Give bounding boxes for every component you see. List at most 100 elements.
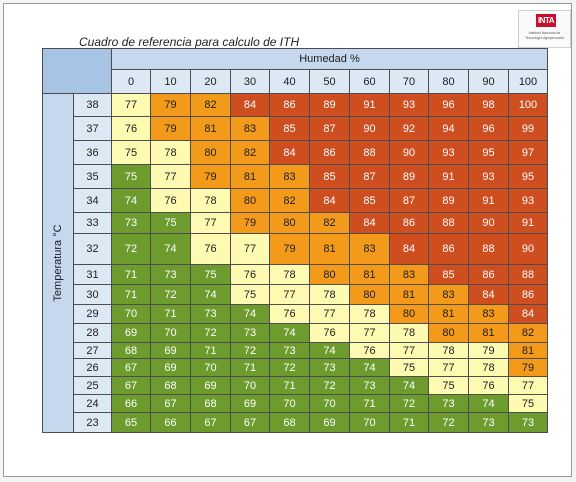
ith-cell: 76	[150, 188, 191, 213]
ith-cell: 91	[508, 212, 548, 234]
temperature-row-37: 37 76 79 81 83 85 87 90 92 94 96 99	[43, 116, 548, 141]
ith-cell: 69	[150, 342, 191, 359]
ith-cell: 70	[111, 304, 151, 324]
ith-cell: 73	[269, 342, 310, 359]
temperature-row-29: 29 70 71 73 74 76 77 78 80 81 83 84	[43, 304, 548, 324]
temperature-header-32: 32	[73, 233, 112, 265]
temperature-row-34: 34 74 76 78 80 82 84 85 87 89 91 93	[43, 188, 548, 213]
ith-cell: 81	[389, 284, 429, 305]
humidity-header-60: 60	[349, 69, 390, 94]
ith-cell: 81	[230, 164, 270, 189]
ith-cell: 93	[468, 164, 509, 189]
table-corner	[42, 48, 112, 94]
temperature-row-31: 31 71 73 75 76 78 80 81 83 85 86 88	[43, 264, 548, 285]
ith-cell: 69	[150, 358, 191, 377]
ith-cell: 78	[190, 188, 231, 213]
temperature-header-34: 34	[73, 188, 112, 213]
ith-cell: 84	[349, 212, 390, 234]
ith-cell: 81	[190, 116, 231, 141]
ith-cell: 78	[269, 264, 310, 285]
ith-cell: 71	[349, 394, 390, 413]
ith-cell: 76	[349, 342, 390, 359]
ith-cell: 81	[428, 304, 469, 324]
ith-cell: 75	[111, 164, 151, 189]
ith-cell: 90	[389, 140, 429, 165]
ith-cell: 86	[389, 212, 429, 234]
inta-logo: INTA Instituto Nacional de Tecnología Ag…	[518, 10, 571, 48]
ith-cell: 75	[150, 212, 191, 234]
ith-cell: 84	[468, 284, 509, 305]
ith-cell: 70	[150, 323, 191, 343]
humidity-header-10: 10	[150, 69, 191, 94]
ith-cell: 75	[111, 140, 151, 165]
ith-cell: 71	[150, 304, 191, 324]
ith-cell: 88	[428, 212, 469, 234]
ith-cell: 95	[508, 164, 548, 189]
ith-cell: 80	[230, 188, 270, 213]
ith-cell: 78	[309, 284, 350, 305]
humidity-header-100: 100	[508, 69, 548, 94]
ith-cell: 91	[349, 93, 390, 117]
ith-reference-table: Humedad % 0 10 20 30 40 50 60 70 80 90 100 Tempera…	[42, 48, 548, 433]
ith-cell: 72	[190, 323, 231, 343]
temperature-header-28: 28	[73, 323, 112, 343]
ith-cell: 79	[269, 233, 310, 265]
ith-cell: 90	[468, 212, 509, 234]
ith-cell: 73	[508, 412, 548, 433]
ith-cell: 82	[230, 140, 270, 165]
ith-cell: 77	[111, 93, 151, 117]
ith-cell: 73	[349, 376, 390, 395]
temperature-row-36: 36 75 78 80 82 84 86 88 90 93 95 97	[43, 140, 548, 165]
temperature-label-text: Temperatura °C	[52, 224, 64, 302]
ith-cell: 76	[111, 116, 151, 141]
ith-cell: 89	[389, 164, 429, 189]
ith-cell: 90	[349, 116, 390, 141]
ith-cell: 77	[428, 358, 469, 377]
ith-cell: 81	[468, 323, 509, 343]
ith-cell: 73	[428, 394, 469, 413]
ith-cell: 84	[269, 140, 310, 165]
ith-cell: 80	[389, 304, 429, 324]
ith-cell: 86	[508, 284, 548, 305]
temperature-row-27: 27 68 69 71 72 73 74 76 77 78 79 81	[43, 342, 548, 359]
ith-cell: 80	[269, 212, 310, 234]
ith-cell: 99	[508, 116, 548, 141]
ith-cell: 77	[190, 212, 231, 234]
ith-cell: 86	[428, 233, 469, 265]
ith-cell: 80	[428, 323, 469, 343]
ith-cell: 72	[150, 284, 191, 305]
ith-cell: 65	[111, 412, 151, 433]
temperature-row-23: 23 65 66 67 67 68 69 70 71 72 73 73	[43, 412, 548, 433]
ith-cell: 67	[190, 412, 231, 433]
ith-cell: 77	[349, 323, 390, 343]
ith-cell: 79	[190, 164, 231, 189]
humidity-title-row: Humedad %	[42, 48, 548, 94]
ith-cell: 77	[309, 304, 350, 324]
ith-cell: 68	[190, 394, 231, 413]
ith-cell: 71	[111, 264, 151, 285]
sheet-title: Cuadro de referencia para calculo de ITH	[79, 35, 300, 49]
ith-cell: 67	[111, 358, 151, 377]
temperature-header-36: 36	[73, 140, 112, 165]
ith-cell: 87	[309, 116, 350, 141]
ith-cell: 67	[150, 394, 191, 413]
humidity-header-90: 90	[468, 69, 509, 94]
ith-cell: 88	[349, 140, 390, 165]
ith-cell: 82	[190, 93, 231, 117]
temperature-header-33: 33	[73, 212, 112, 234]
ith-cell: 78	[389, 323, 429, 343]
ith-cell: 75	[428, 376, 469, 395]
ith-cell: 80	[349, 284, 390, 305]
ith-cell: 74	[269, 323, 310, 343]
ith-cell: 85	[428, 264, 469, 285]
ith-cell: 97	[508, 140, 548, 165]
ith-cell: 92	[389, 116, 429, 141]
ith-cell: 73	[309, 358, 350, 377]
ith-cell: 93	[428, 140, 469, 165]
temperature-header-24: 24	[73, 394, 112, 413]
temperature-header-37: 37	[73, 116, 112, 141]
ith-cell: 79	[150, 93, 191, 117]
ith-cell: 79	[150, 116, 191, 141]
ith-cell: 100	[508, 93, 548, 117]
temperature-header-27: 27	[73, 342, 112, 359]
